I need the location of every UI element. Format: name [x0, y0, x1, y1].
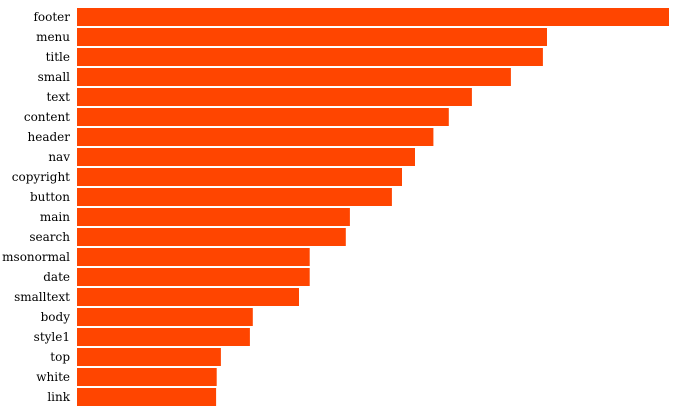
bar-nav [77, 148, 415, 166]
category-label-style1: style1 [34, 330, 70, 344]
category-label-menu: menu [36, 30, 70, 44]
bar-menu [77, 28, 547, 46]
bar-date [77, 268, 310, 286]
category-label-date: date [43, 270, 70, 284]
bar-link [77, 388, 217, 406]
category-label-search: search [29, 230, 70, 244]
category-label-footer: footer [33, 10, 70, 24]
category-label-button: button [30, 190, 70, 204]
category-label-smalltext: smalltext [14, 290, 70, 304]
category-labels-group: footermenutitlesmalltextcontentheadernav… [2, 10, 71, 404]
bar-footer [77, 8, 669, 26]
bar-text [77, 88, 472, 106]
bar-style1 [77, 328, 250, 346]
bar-button [77, 188, 392, 206]
bar-title [77, 48, 543, 66]
bar-top [77, 348, 221, 366]
category-label-text: text [46, 90, 70, 104]
bar-msonormal [77, 248, 310, 266]
category-label-title: title [46, 50, 70, 64]
bar-body [77, 308, 253, 326]
bar-small [77, 68, 511, 86]
category-label-body: body [41, 310, 71, 324]
category-label-header: header [27, 130, 70, 144]
bar-main [77, 208, 350, 226]
category-label-white: white [36, 370, 70, 384]
bar-content [77, 108, 449, 126]
bar-copyright [77, 168, 402, 186]
bar-search [77, 228, 346, 246]
category-label-main: main [40, 210, 70, 224]
category-label-small: small [38, 70, 71, 84]
bars-group [77, 8, 669, 406]
bar-header [77, 128, 434, 146]
category-label-content: content [24, 110, 70, 124]
bar-white [77, 368, 217, 386]
category-label-msonormal: msonormal [2, 250, 70, 264]
category-label-nav: nav [48, 150, 70, 164]
category-label-copyright: copyright [12, 170, 70, 184]
category-label-top: top [50, 350, 70, 364]
category-label-link: link [47, 390, 70, 404]
bar-smalltext [77, 288, 299, 306]
